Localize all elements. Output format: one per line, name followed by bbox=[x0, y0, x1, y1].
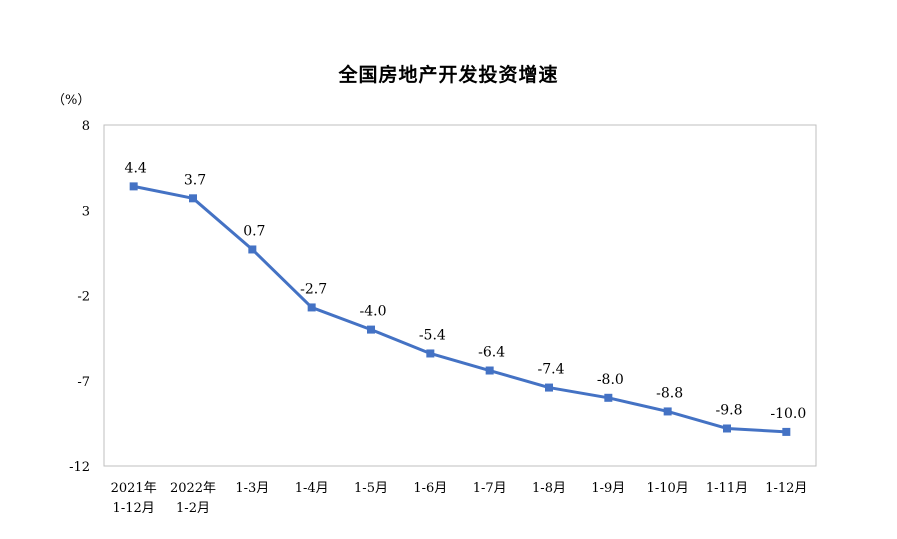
data-point bbox=[545, 383, 553, 392]
y-axis: 8 3 -2 -7 -12 bbox=[69, 119, 90, 475]
x-tick-label: 1-6月 bbox=[413, 481, 447, 496]
x-tick-label: 1-5月 bbox=[354, 481, 388, 496]
data-label: -8.0 bbox=[597, 372, 624, 388]
data-label: -7.4 bbox=[538, 362, 565, 378]
data-label: -5.4 bbox=[419, 327, 446, 343]
x-tick-label: 1-12月 bbox=[113, 501, 155, 516]
data-label: -4.0 bbox=[360, 304, 387, 320]
data-label: 0.7 bbox=[243, 223, 265, 239]
plot-frame bbox=[103, 124, 817, 467]
x-tick-label: 1-4月 bbox=[295, 481, 329, 496]
data-point bbox=[723, 424, 731, 433]
y-tick-label: 8 bbox=[82, 119, 90, 134]
data-point bbox=[663, 407, 672, 416]
x-tick-label: 1-10月 bbox=[647, 481, 689, 496]
x-tick-label: 1-11月 bbox=[706, 481, 748, 496]
x-tick-label: 2022年 bbox=[170, 481, 216, 496]
data-labels: 4.4 3.7 0.7 -2.7 -4.0 -5.4 -6.4 -7.4 -8.0 -8.8 -9.… bbox=[125, 160, 807, 422]
data-point bbox=[485, 366, 494, 375]
data-point bbox=[604, 393, 613, 402]
markers bbox=[129, 182, 791, 436]
data-point bbox=[367, 325, 375, 334]
x-tick-label: 2021年 bbox=[111, 481, 157, 496]
x-tick-label: 1-12月 bbox=[765, 481, 807, 496]
data-point bbox=[129, 182, 138, 191]
chart-title: 全国房地产开发投资增速 bbox=[338, 64, 559, 86]
y-unit-label: （%） bbox=[52, 93, 90, 108]
data-label: 4.4 bbox=[125, 160, 147, 176]
x-tick-label: 1-3月 bbox=[235, 481, 269, 496]
x-tick-label: 1-8月 bbox=[532, 481, 566, 496]
data-point bbox=[189, 194, 197, 203]
x-tick-label: 1-9月 bbox=[591, 481, 625, 496]
series-line bbox=[133, 184, 787, 434]
x-tick-label: 1-7月 bbox=[473, 481, 507, 496]
data-point bbox=[426, 349, 435, 358]
x-axis: 2021年 1-12月 2022年 1-2月 1-3月 1-4月 1-5月 1-6月 1-7月 1… bbox=[111, 481, 808, 516]
data-label: -10.0 bbox=[770, 406, 806, 422]
y-tick-label: -2 bbox=[77, 290, 90, 305]
data-point bbox=[782, 427, 791, 436]
x-tick-label: 1-2月 bbox=[176, 501, 210, 516]
data-point bbox=[248, 245, 257, 254]
data-label: -8.8 bbox=[656, 385, 683, 401]
data-label: -6.4 bbox=[478, 345, 505, 361]
y-tick-label: -12 bbox=[69, 460, 90, 475]
data-label: -9.8 bbox=[716, 402, 743, 418]
data-label: 3.7 bbox=[184, 172, 206, 188]
y-tick-label: -7 bbox=[77, 375, 90, 390]
data-label: -2.7 bbox=[300, 281, 327, 297]
data-point bbox=[307, 303, 316, 312]
y-tick-label: 3 bbox=[82, 204, 90, 219]
